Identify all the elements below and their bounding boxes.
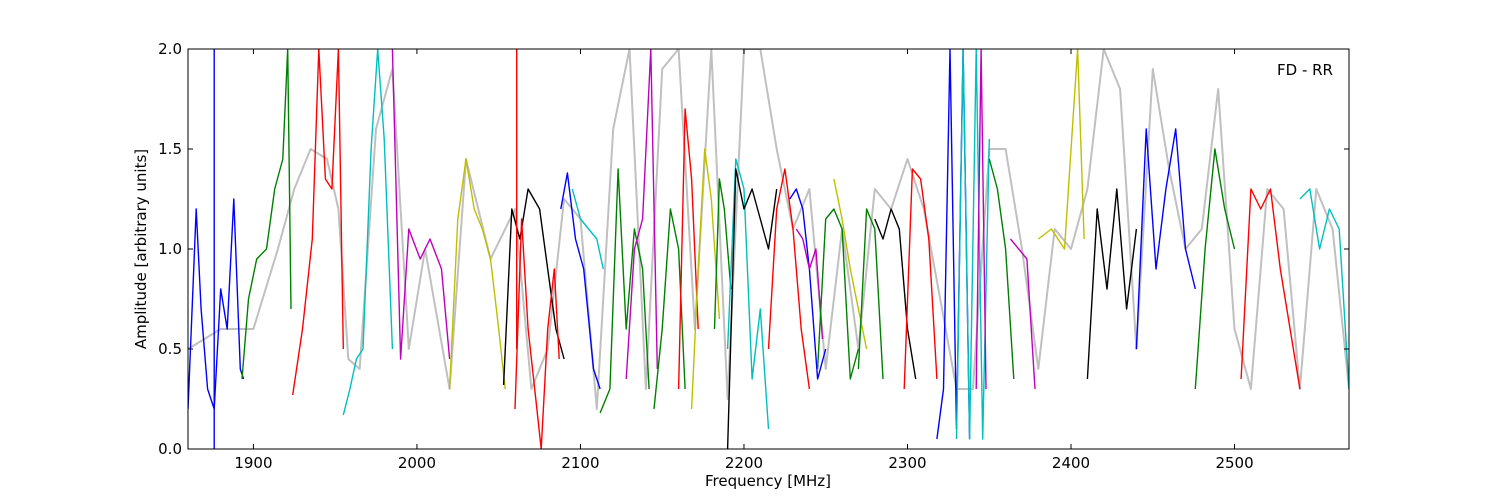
series-line-1	[188, 198, 245, 410]
series-line-28	[903, 168, 938, 390]
y-tick-label: 0.0	[158, 440, 182, 458]
series-line-12	[571, 188, 604, 270]
series-line-11	[560, 172, 601, 390]
series-line-30	[955, 49, 990, 440]
series-line-6	[391, 49, 451, 360]
series-line-8	[502, 188, 565, 386]
series-line-34	[1037, 49, 1085, 250]
series-line-4	[292, 49, 344, 396]
series-line-7	[448, 158, 506, 390]
x-tick-label: 2500	[1215, 454, 1253, 472]
series-line-3	[241, 49, 292, 380]
series-line-32	[988, 158, 1015, 380]
series-line-38	[1240, 188, 1301, 390]
x-tick-label: 2000	[398, 454, 436, 472]
y-tick-label: 2.0	[158, 40, 182, 58]
series-line-9	[514, 218, 560, 449]
axis-ticks: 1900 2000 2100 2200 2300 2400 2500 0.0 0.5 1.0 1.5…	[158, 40, 1349, 472]
x-tick-label: 1900	[234, 454, 272, 472]
y-tick-label: 0.5	[158, 340, 182, 358]
series-line-31	[975, 49, 987, 390]
series-line-17	[690, 148, 721, 410]
series-line-39	[1299, 188, 1349, 390]
series-line-20	[726, 168, 778, 449]
x-tick-label: 2200	[725, 454, 763, 472]
series-line-18	[713, 178, 732, 330]
series-line-14	[625, 49, 658, 380]
x-tick-label: 2400	[1052, 454, 1090, 472]
chart-annotation: FD - RR	[1277, 61, 1333, 79]
series-line-22	[789, 188, 827, 380]
y-tick-label: 1.0	[158, 240, 182, 258]
y-tick-label: 1.5	[158, 140, 182, 158]
series-line-19	[726, 158, 770, 430]
x-tick-label: 2300	[888, 454, 926, 472]
series-layer	[188, 49, 1349, 449]
series-line-16	[677, 108, 699, 390]
series-line-5	[342, 49, 394, 416]
x-axis-label: Frequency [MHz]	[705, 472, 831, 490]
series-line-23	[795, 228, 824, 340]
series-line-33	[1009, 238, 1036, 390]
series-line-35	[1086, 188, 1138, 380]
series-line-27	[874, 208, 917, 380]
x-tick-label: 2100	[561, 454, 599, 472]
y-axis-label: Amplitude [arbitrary units]	[132, 149, 150, 349]
series-line-21	[767, 168, 811, 390]
series-line-24	[816, 208, 860, 380]
series-line-36	[1135, 128, 1196, 350]
series-line-26	[857, 208, 884, 380]
series-line-37	[1194, 148, 1236, 390]
series-line-13	[599, 168, 650, 414]
